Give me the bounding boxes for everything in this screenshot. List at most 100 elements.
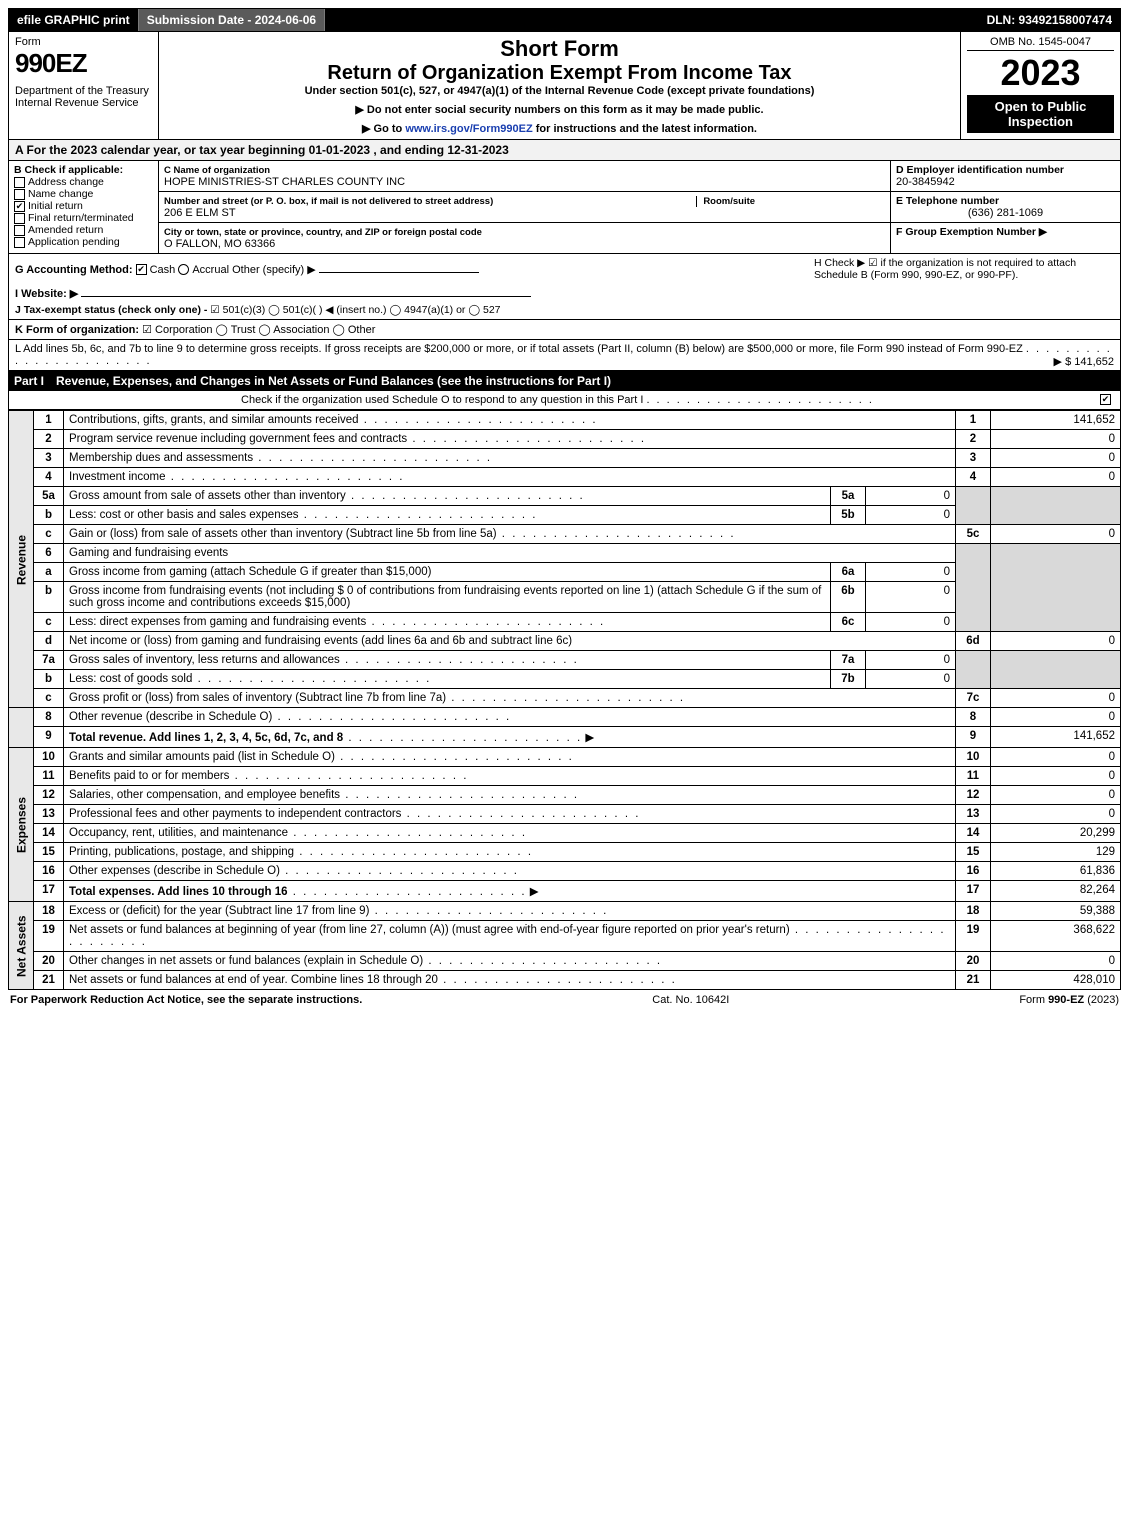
irs-link[interactable]: www.irs.gov/Form990EZ — [405, 123, 532, 135]
footer-left: For Paperwork Reduction Act Notice, see … — [10, 994, 362, 1006]
amt-5c: 0 — [991, 525, 1121, 544]
omb-number: OMB No. 1545-0047 — [967, 36, 1114, 51]
rn-6d: 6d — [956, 632, 991, 651]
expenses-section-label: Expenses — [9, 748, 34, 902]
desc-7b: Less: cost of goods sold — [69, 673, 192, 685]
g-label: G Accounting Method: — [15, 264, 133, 276]
desc-6a: Gross income from gaming (attach Schedul… — [64, 563, 831, 582]
ln-14: 14 — [34, 824, 64, 843]
header-left: Form 990EZ Department of the Treasury In… — [9, 32, 159, 139]
rn-1: 1 — [956, 411, 991, 430]
lbl-accrual: Accrual — [192, 264, 229, 276]
j-label: J Tax-exempt status (check only one) - — [15, 304, 207, 316]
instruction-1: ▶ Do not enter social security numbers o… — [165, 103, 954, 116]
chk-final-return[interactable] — [14, 213, 25, 224]
line-k: K Form of organization: ☑ Corporation ◯ … — [8, 320, 1121, 340]
short-form-title: Short Form — [165, 36, 954, 62]
chk-address-change[interactable] — [14, 177, 25, 188]
j-options[interactable]: ☑ 501(c)(3) ◯ 501(c)( ) ◀ (insert no.) ◯… — [210, 304, 500, 316]
amt-1: 141,652 — [991, 411, 1121, 430]
part-1-header: Part I Revenue, Expenses, and Changes in… — [8, 371, 1121, 391]
subtitle: Under section 501(c), 527, or 4947(a)(1)… — [165, 85, 954, 97]
rn-14: 14 — [956, 824, 991, 843]
shade-5-amt — [991, 487, 1121, 525]
l-amount: ▶ $ 141,652 — [1054, 355, 1114, 368]
b-header: B Check if applicable: — [14, 164, 153, 176]
rad-accrual[interactable] — [178, 264, 189, 275]
form-header: Form 990EZ Department of the Treasury In… — [8, 32, 1121, 140]
website-input[interactable] — [81, 296, 531, 297]
chk-schedule-o[interactable]: ✔ — [1100, 394, 1111, 405]
ein-value: 20-3845942 — [896, 176, 1115, 188]
ln-17: 17 — [34, 881, 64, 902]
ln-6b: b — [34, 582, 64, 613]
chk-amended-return[interactable] — [14, 225, 25, 236]
c-name-label: C Name of organization — [164, 165, 270, 176]
amt-7c: 0 — [991, 689, 1121, 708]
header-center: Short Form Return of Organization Exempt… — [159, 32, 960, 139]
other-specify-input[interactable] — [319, 272, 479, 273]
org-address: 206 E ELM ST — [164, 207, 236, 219]
rn-20: 20 — [956, 952, 991, 971]
l-text: L Add lines 5b, 6c, and 7b to line 9 to … — [15, 343, 1023, 355]
amt-17: 82,264 — [991, 881, 1121, 902]
dln-label: DLN: 93492158007474 — [979, 9, 1120, 31]
chk-cash[interactable]: ✔ — [136, 264, 147, 275]
line-a: A For the 2023 calendar year, or tax yea… — [8, 140, 1121, 161]
k-options[interactable]: ☑ Corporation ◯ Trust ◯ Association ◯ Ot… — [142, 324, 375, 336]
org-city: O FALLON, MO 63366 — [164, 238, 275, 250]
desc-9: Total revenue. Add lines 1, 2, 3, 4, 5c,… — [69, 732, 343, 744]
f-label: F Group Exemption Number ▶ — [896, 226, 1047, 238]
rn-2: 2 — [956, 430, 991, 449]
netassets-section-label: Net Assets — [9, 902, 34, 990]
desc-19: Net assets or fund balances at beginning… — [69, 924, 790, 936]
ln-1: 1 — [34, 411, 64, 430]
sl-7a: 7a — [831, 651, 866, 670]
chk-name-change[interactable] — [14, 189, 25, 200]
sl-5a: 5a — [831, 487, 866, 506]
amt-3: 0 — [991, 449, 1121, 468]
sl-6c: 6c — [831, 613, 866, 632]
form-number: 990EZ — [15, 48, 152, 79]
ln-3: 3 — [34, 449, 64, 468]
ln-16: 16 — [34, 862, 64, 881]
sl-5b: 5b — [831, 506, 866, 525]
amt-12: 0 — [991, 786, 1121, 805]
desc-15: Printing, publications, postage, and shi… — [69, 846, 294, 858]
column-b: B Check if applicable: Address change Na… — [9, 161, 159, 253]
desc-17: Total expenses. Add lines 10 through 16 — [69, 886, 288, 898]
amt-14: 20,299 — [991, 824, 1121, 843]
desc-8: Other revenue (describe in Schedule O) — [69, 711, 272, 723]
part-1-sub: Check if the organization used Schedule … — [8, 391, 1121, 410]
amt-4: 0 — [991, 468, 1121, 487]
amt-15: 129 — [991, 843, 1121, 862]
desc-1: Contributions, gifts, grants, and simila… — [69, 414, 359, 426]
sv-6a: 0 — [866, 563, 956, 582]
org-name: HOPE MINISTRIES-ST CHARLES COUNTY INC — [164, 176, 405, 188]
form-label: Form — [15, 36, 152, 48]
ln-8: 8 — [34, 708, 64, 727]
desc-20: Other changes in net assets or fund bala… — [69, 955, 423, 967]
part-1-sub-text: Check if the organization used Schedule … — [241, 394, 643, 406]
ln-9: 9 — [34, 727, 64, 748]
header-right: OMB No. 1545-0047 2023 Open to Public In… — [960, 32, 1120, 139]
c-city-label: City or town, state or province, country… — [164, 227, 482, 238]
ln-2: 2 — [34, 430, 64, 449]
ln-10: 10 — [34, 748, 64, 767]
desc-6: Gaming and fundraising events — [64, 544, 956, 563]
lbl-other: Other (specify) ▶ — [232, 264, 316, 276]
chk-application-pending[interactable] — [14, 237, 25, 248]
amt-16: 61,836 — [991, 862, 1121, 881]
desc-5b: Less: cost or other basis and sales expe… — [69, 509, 299, 521]
shade-6-amt — [991, 544, 1121, 632]
amt-2: 0 — [991, 430, 1121, 449]
desc-18: Excess or (deficit) for the year (Subtra… — [69, 905, 369, 917]
open-to-public: Open to Public Inspection — [967, 95, 1114, 133]
efile-label[interactable]: efile GRAPHIC print — [9, 9, 139, 31]
chk-initial-return[interactable]: ✔ — [14, 201, 25, 212]
ln-15: 15 — [34, 843, 64, 862]
ln-5b: b — [34, 506, 64, 525]
desc-6c: Less: direct expenses from gaming and fu… — [69, 616, 366, 628]
lbl-amended-return: Amended return — [28, 224, 103, 236]
lbl-initial-return: Initial return — [28, 200, 83, 212]
